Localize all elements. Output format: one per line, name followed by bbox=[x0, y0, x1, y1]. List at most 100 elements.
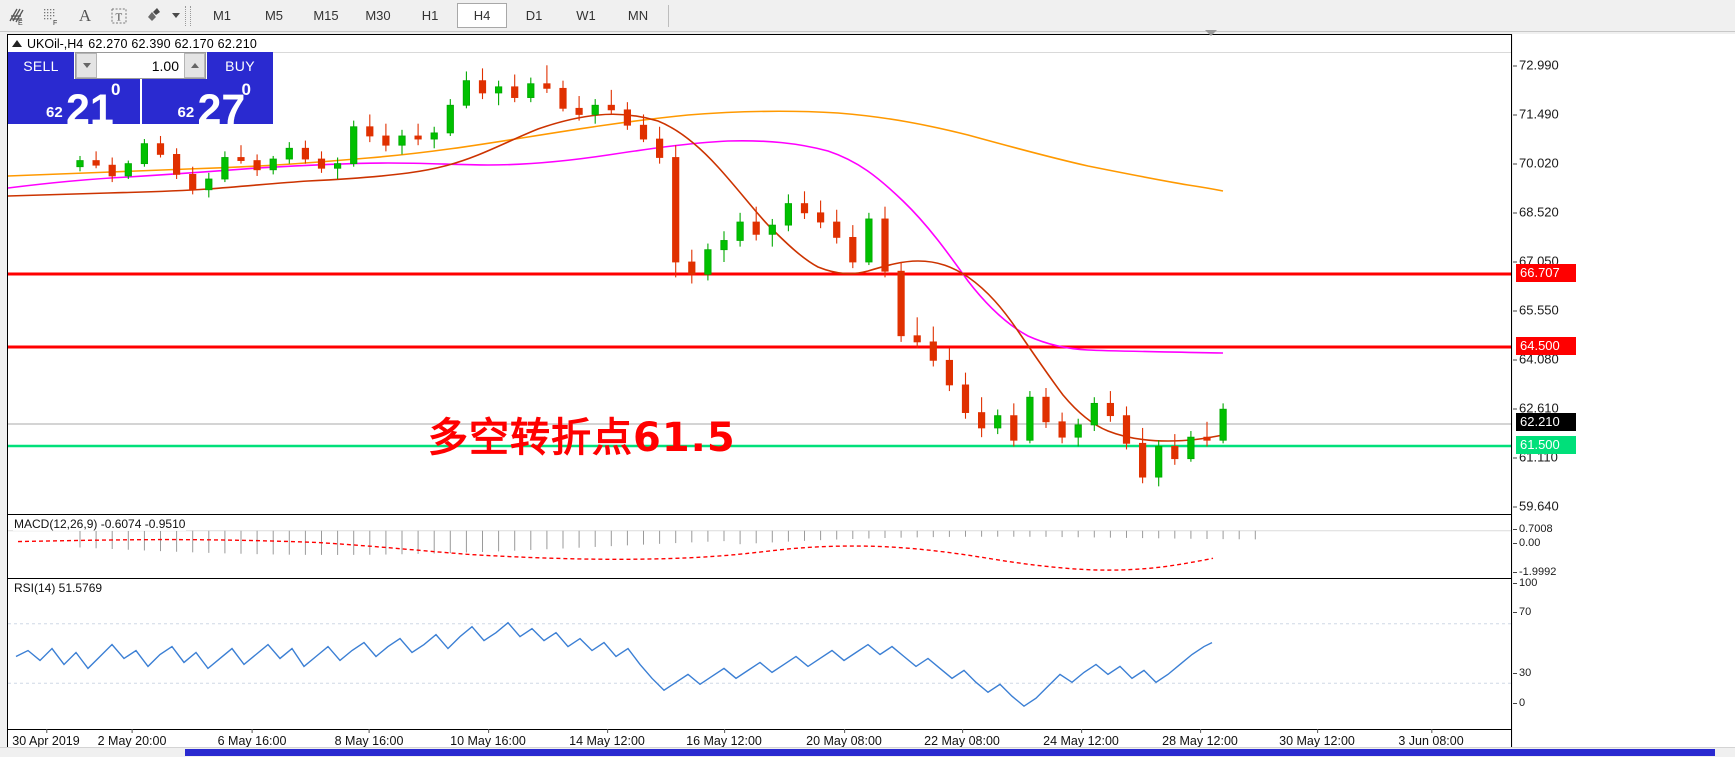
sell-price-quote[interactable]: 62 21 0 bbox=[8, 79, 140, 124]
candle-body bbox=[92, 160, 100, 166]
resistance-level-badge: 66.707 bbox=[1516, 264, 1576, 282]
macd-plot bbox=[8, 530, 1511, 571]
buy-price-quote[interactable]: 62 27 0 bbox=[141, 79, 273, 125]
candle-body bbox=[1187, 436, 1195, 460]
chart-ohlc-values: 62.270 62.390 62.170 62.210 bbox=[88, 36, 258, 51]
chart-annotation-text: 多空转折点61.5 bbox=[428, 415, 736, 461]
svg-text:E: E bbox=[18, 20, 23, 26]
ma-red-line bbox=[7, 113, 1224, 442]
candle-body bbox=[1106, 402, 1114, 417]
candle-body bbox=[156, 143, 165, 155]
support-level-badge: 61.500 bbox=[1516, 436, 1576, 454]
candle-body bbox=[736, 221, 744, 241]
time-axis: 30 Apr 2019 2 May 20:00 6 May 16:00 8 May 1… bbox=[8, 729, 1584, 749]
candle-body bbox=[543, 83, 551, 89]
timeframe-group: M1 M5 M15 M30 H1 H4 D1 W1 MN bbox=[196, 3, 664, 28]
rsi-plot bbox=[8, 621, 1511, 708]
price-tick-5: 65.550 bbox=[1513, 302, 1559, 318]
rsi-label: RSI(14) 51.5769 bbox=[13, 581, 104, 595]
chart-window[interactable]: UKOil-,H4 62.270 62.390 62.170 62.210 多空… bbox=[7, 34, 1584, 750]
candle-body bbox=[301, 147, 310, 160]
candle-body bbox=[462, 80, 471, 106]
candle-body bbox=[817, 212, 825, 223]
timeframe-w1[interactable]: W1 bbox=[576, 8, 596, 23]
candle-body bbox=[865, 218, 873, 263]
time-label-4: 10 May 16:00 bbox=[450, 729, 526, 748]
toolbar-drag-handle[interactable] bbox=[185, 5, 191, 26]
time-label-7: 20 May 08:00 bbox=[806, 729, 882, 748]
horizontal-scrollbar[interactable] bbox=[0, 747, 1735, 757]
time-label-9: 24 May 12:00 bbox=[1043, 729, 1119, 748]
timeframe-m5[interactable]: M5 bbox=[264, 8, 284, 23]
indicators-dropdown-caret-icon[interactable] bbox=[172, 13, 180, 18]
volume-stepper[interactable]: 1.00 bbox=[75, 52, 206, 79]
candle-body bbox=[527, 83, 535, 98]
buy-price-main: 27 bbox=[197, 86, 246, 125]
candle-body bbox=[366, 126, 374, 137]
macd-signal-line bbox=[17, 538, 1214, 571]
macd-tick-1: 0.00 bbox=[1512, 537, 1541, 549]
buy-button[interactable]: BUY bbox=[207, 52, 273, 79]
price-tick-6: 64.080 bbox=[1513, 351, 1559, 367]
candle-body bbox=[607, 104, 615, 111]
timeframe-mn[interactable]: MN bbox=[627, 8, 649, 23]
candle-body bbox=[1090, 402, 1098, 426]
candle-body bbox=[253, 160, 261, 171]
price-scale[interactable]: 72.990 71.490 70.020 68.520 67.050 65.550 64.0… bbox=[1512, 34, 1735, 750]
candle-body bbox=[446, 104, 454, 134]
buy-price-prefix: 62 bbox=[177, 104, 195, 121]
candle-body bbox=[849, 236, 857, 263]
indicators-icon[interactable] bbox=[136, 1, 170, 30]
time-label-10: 28 May 12:00 bbox=[1162, 729, 1238, 748]
candle-body bbox=[205, 178, 213, 191]
timeframe-d1[interactable]: D1 bbox=[525, 8, 543, 23]
rsi-pane[interactable]: RSI(14) 51.5769 bbox=[8, 578, 1511, 729]
volume-increase-button[interactable] bbox=[184, 53, 205, 78]
candle-body bbox=[189, 173, 197, 191]
candle-body bbox=[881, 218, 889, 272]
time-label-2: 6 May 16:00 bbox=[217, 729, 287, 748]
time-label-0: 30 Apr 2019 bbox=[12, 729, 80, 748]
sell-button[interactable]: SELL bbox=[8, 52, 74, 79]
timeframe-m1[interactable]: M1 bbox=[212, 8, 232, 23]
candle-body bbox=[1139, 442, 1147, 478]
timeframe-m30[interactable]: M30 bbox=[365, 8, 391, 23]
price-tick-7: 62.610 bbox=[1513, 400, 1559, 416]
ma-orange-line bbox=[7, 110, 1224, 192]
rsi-tick-2: 30 bbox=[1512, 667, 1532, 679]
scrollbar-thumb[interactable] bbox=[185, 749, 1715, 756]
volume-decrease-button[interactable] bbox=[76, 53, 97, 78]
price-tick-0: 72.990 bbox=[1513, 57, 1559, 73]
macd-pane[interactable]: MACD(12,26,9) -0.6074 -0.9510 bbox=[8, 514, 1511, 578]
timeframe-m15[interactable]: M15 bbox=[313, 8, 339, 23]
time-label-5: 14 May 12:00 bbox=[569, 729, 645, 748]
sell-price-prefix: 62 bbox=[46, 104, 63, 121]
candle-body bbox=[656, 138, 664, 158]
price-pane[interactable]: 多空转折点61.5 bbox=[7, 53, 1511, 514]
candle-body bbox=[639, 124, 648, 140]
candle-body bbox=[591, 104, 599, 115]
volume-input[interactable]: 1.00 bbox=[151, 57, 179, 74]
candle-body bbox=[333, 163, 342, 169]
ma-magenta-line bbox=[7, 140, 1224, 354]
candle-body bbox=[317, 158, 326, 169]
chart-expand-icon[interactable] bbox=[12, 40, 22, 47]
text-object-icon[interactable]: T bbox=[102, 1, 136, 30]
timeframe-h4[interactable]: H4 bbox=[457, 3, 507, 28]
one-click-trading-panel[interactable]: SELL 1.00 BUY 62 21 0 62 27 0 bbox=[8, 52, 273, 124]
candle-body bbox=[672, 157, 680, 263]
candle-body bbox=[768, 224, 776, 235]
timeframe-h1[interactable]: H1 bbox=[421, 8, 439, 23]
candle-body bbox=[1058, 421, 1066, 438]
trade-panel-top-row: SELL 1.00 BUY bbox=[8, 52, 273, 79]
candle-body bbox=[398, 135, 406, 146]
expert-advisors-icon[interactable]: E bbox=[0, 1, 34, 30]
candle-body bbox=[511, 86, 519, 98]
text-label-icon[interactable]: A bbox=[78, 5, 92, 25]
rsi-tick-3: 0 bbox=[1512, 697, 1526, 709]
time-label-1: 2 May 20:00 bbox=[97, 729, 167, 748]
chart-collapse-caret-icon[interactable] bbox=[1205, 30, 1217, 36]
candle-body bbox=[913, 335, 921, 343]
candle-body bbox=[108, 164, 116, 177]
data-window-icon[interactable]: F bbox=[34, 1, 68, 30]
